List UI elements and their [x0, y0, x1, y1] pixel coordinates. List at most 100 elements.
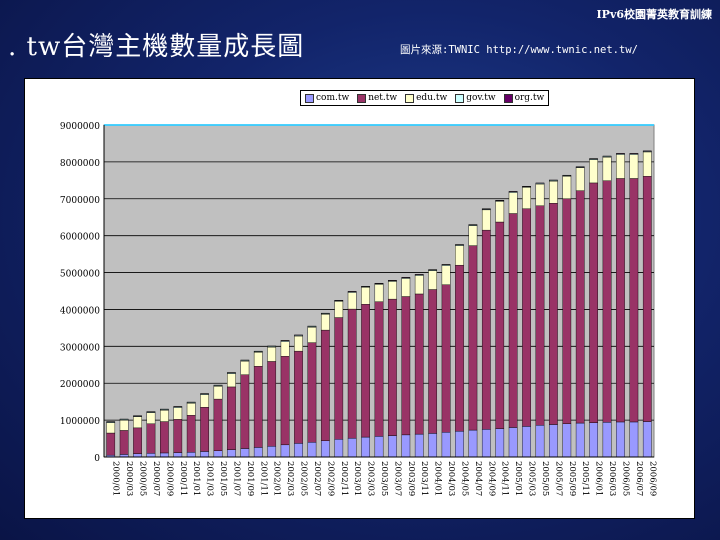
bar-segment-net-tw [629, 178, 639, 423]
bar-segment-net-tw [589, 182, 598, 423]
y-tick-label: 0 [94, 454, 100, 464]
bar-segment-edu-tw [495, 201, 505, 223]
bar-segment-com-tw [642, 421, 652, 458]
bar-segment-com-tw [495, 428, 505, 458]
bar-segment-net-tw [119, 430, 129, 455]
x-tick-label: 2002/03 [285, 461, 295, 496]
bar-segment-com-tw [280, 444, 290, 458]
bar-segment-edu-tw [589, 159, 598, 184]
x-tick-label: 2004/05 [459, 461, 469, 496]
bar-segment-edu-tw [374, 284, 384, 302]
bar-segment-com-tw [468, 429, 478, 458]
y-tick-label: 3000000 [60, 343, 100, 353]
bar-segment-edu-tw [227, 373, 236, 388]
bar-segment-com-tw [589, 422, 598, 458]
bar-segment-edu-tw [334, 301, 344, 318]
x-tick-label: 2002/01 [272, 461, 282, 496]
bar-segment-com-tw [522, 426, 531, 458]
bar-segment-com-tw [294, 443, 303, 458]
bar-segment-net-tw [401, 296, 411, 436]
bar-segment-net-tw [280, 356, 290, 446]
bar-segment-net-tw [320, 329, 330, 441]
x-tick-label: 2003/03 [366, 461, 376, 496]
bar-segment-com-tw [146, 453, 156, 458]
bar-segment-net-tw [441, 284, 451, 433]
bar-segment-net-tw [160, 421, 169, 454]
bar-segment-com-tw [629, 421, 639, 458]
x-tick-label: 2000/09 [164, 461, 174, 496]
x-tick-label: 2004/11 [500, 461, 510, 496]
x-tick-label: 2001/11 [258, 461, 268, 496]
bar-segment-edu-tw [253, 352, 263, 367]
x-tick-label: 2006/01 [594, 461, 604, 496]
x-tick-label: 2001/05 [218, 461, 228, 496]
bar-segment-net-tw [213, 398, 223, 451]
bar-segment-com-tw [253, 447, 263, 458]
legend-item: net.tw [357, 93, 397, 103]
bar-segment-edu-tw [160, 409, 169, 422]
bar-segment-com-tw [602, 422, 612, 458]
bar-segment-edu-tw [119, 419, 129, 431]
bar-segment-com-tw [347, 437, 357, 458]
x-tick-label: 2003/11 [419, 461, 429, 496]
legend-label: gov.tw [466, 93, 496, 103]
bar-segment-com-tw [200, 451, 209, 458]
x-tick-label: 2004/03 [446, 461, 456, 496]
bar-segment-com-tw [549, 424, 558, 458]
bar-segment-edu-tw [508, 192, 518, 214]
x-tick-label: 2005/11 [580, 461, 590, 496]
bar-segment-edu-tw [522, 187, 531, 209]
bar-segment-edu-tw [616, 154, 625, 179]
bar-segment-com-tw [508, 427, 518, 458]
bar-segment-com-tw [481, 429, 491, 458]
x-tick-label: 2005/07 [553, 461, 563, 496]
y-tick-label: 5000000 [60, 270, 100, 280]
bar-segment-edu-tw [562, 176, 572, 199]
bar-segment-net-tw [227, 386, 236, 450]
bar-segment-edu-tw [441, 265, 451, 285]
legend-swatch [357, 93, 367, 103]
x-tick-label: 2005/03 [527, 461, 537, 496]
bar-segment-com-tw [173, 452, 183, 458]
x-tick-label: 2005/05 [540, 461, 550, 496]
x-tick-label: 2004/01 [433, 461, 443, 496]
bar-segment-com-tw [227, 449, 236, 458]
bar-segment-edu-tw [642, 151, 652, 177]
x-tick-label: 2006/05 [620, 461, 630, 496]
bar-segment-edu-tw [361, 287, 370, 305]
bar-segment-net-tw [428, 289, 438, 434]
x-tick-label: 2001/09 [245, 461, 255, 496]
x-tick-label: 2000/03 [124, 461, 134, 496]
bar-segment-net-tw [602, 180, 612, 423]
x-tick-label: 2003/07 [392, 461, 402, 496]
y-tick-label: 6000000 [60, 233, 100, 243]
x-tick-label: 2006/09 [647, 461, 657, 496]
bar-segment-edu-tw [213, 385, 223, 400]
bar-segment-edu-tw [294, 335, 303, 352]
bar-segment-com-tw [374, 436, 384, 458]
bar-segment-edu-tw [200, 394, 209, 408]
legend-label: net.tw [368, 93, 398, 103]
legend-swatch [455, 93, 465, 103]
bar-segment-edu-tw [481, 209, 491, 231]
bar-segment-edu-tw [629, 154, 639, 179]
x-tick-label: 2002/09 [325, 461, 335, 496]
bar-segment-edu-tw [347, 292, 357, 310]
chart-legend: com.tw net.tw edu.tw gov.tw org.tw [300, 90, 550, 106]
bar-segment-edu-tw [267, 346, 277, 362]
bar-segment-edu-tw [602, 156, 612, 181]
bar-segment-com-tw [575, 422, 585, 458]
bar-segment-edu-tw [388, 281, 397, 300]
bar-segment-edu-tw [468, 225, 478, 246]
legend-item: org.tw [503, 93, 544, 103]
header-tag: IPv6校園菁英教育訓練 [596, 8, 712, 21]
x-tick-label: 2003/09 [406, 461, 416, 496]
x-tick-label: 2000/07 [151, 461, 161, 496]
bar-segment-net-tw [186, 415, 196, 453]
bar-segment-edu-tw [280, 341, 290, 357]
bar-segment-com-tw [160, 452, 169, 458]
bar-segment-com-tw [334, 439, 344, 458]
bar-segment-com-tw [414, 433, 424, 458]
bar-segment-com-tw [535, 425, 545, 458]
bar-segment-com-tw [388, 435, 397, 458]
